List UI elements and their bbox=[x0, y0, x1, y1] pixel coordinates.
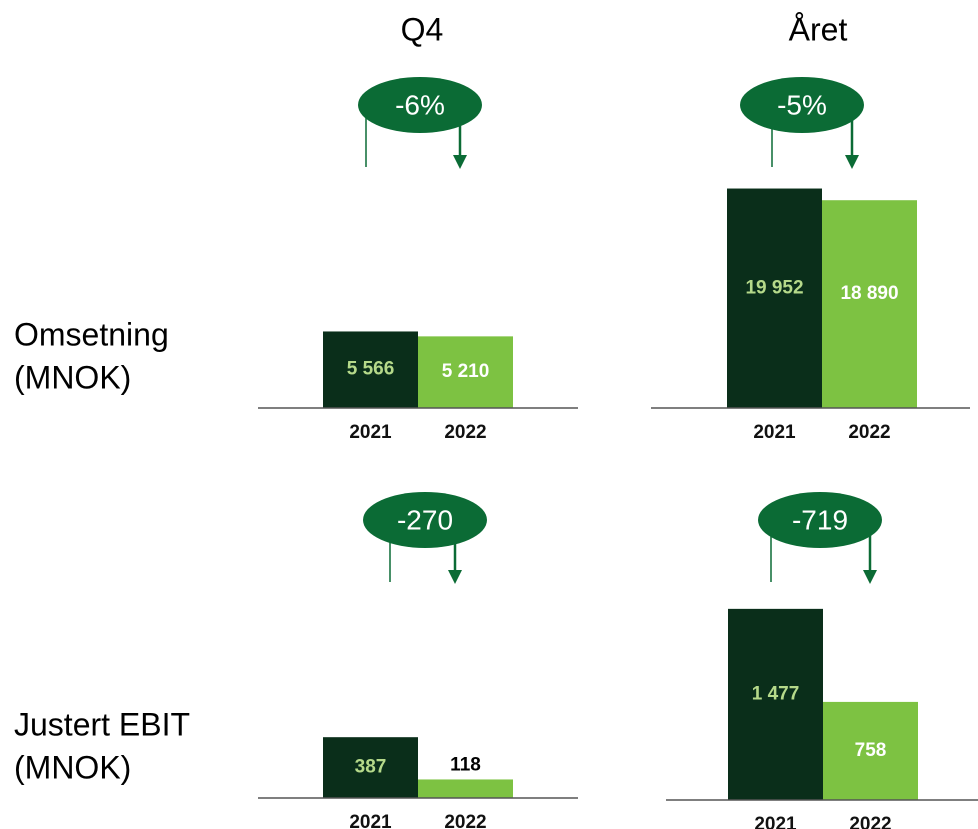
value-label: 5 566 bbox=[347, 359, 395, 380]
value-label: 758 bbox=[855, 740, 887, 761]
arrow-head bbox=[863, 570, 877, 584]
x-tick-label: 2022 bbox=[444, 422, 486, 443]
arrow-head bbox=[453, 155, 467, 169]
bar bbox=[728, 608, 823, 800]
x-tick-label: 2022 bbox=[848, 422, 890, 443]
row-unit: (MNOK) bbox=[14, 749, 131, 785]
bar bbox=[418, 779, 513, 798]
bar bbox=[822, 200, 917, 408]
change-label: -6% bbox=[395, 89, 445, 120]
x-tick-label: 2021 bbox=[349, 422, 392, 443]
x-tick-label: 2021 bbox=[753, 422, 796, 443]
row-label: Omsetning bbox=[14, 316, 169, 352]
arrow-head bbox=[448, 570, 462, 584]
bar bbox=[323, 737, 418, 798]
change-badge bbox=[363, 492, 487, 548]
change-label: -5% bbox=[777, 89, 827, 120]
x-tick-label: 2022 bbox=[849, 814, 891, 829]
column-header: Q4 bbox=[401, 11, 444, 47]
value-label: 19 952 bbox=[745, 277, 803, 298]
change-label: -270 bbox=[397, 504, 453, 535]
bar bbox=[418, 336, 513, 408]
change-badge bbox=[758, 492, 882, 548]
bar bbox=[823, 701, 918, 800]
change-badge bbox=[740, 77, 864, 133]
x-tick-label: 2022 bbox=[444, 812, 486, 829]
column-header: Året bbox=[789, 11, 848, 47]
row-unit: (MNOK) bbox=[14, 359, 131, 395]
value-label: 118 bbox=[450, 754, 481, 775]
change-label: -719 bbox=[792, 504, 848, 535]
x-tick-label: 2021 bbox=[349, 812, 392, 829]
arrow-head bbox=[845, 155, 859, 169]
change-badge bbox=[358, 77, 482, 133]
value-label: 387 bbox=[355, 757, 387, 778]
bar bbox=[727, 188, 822, 408]
value-label: 1 477 bbox=[752, 683, 800, 704]
value-label: 18 890 bbox=[840, 283, 898, 304]
row-label: Justert EBIT bbox=[14, 706, 190, 742]
value-label: 5 210 bbox=[442, 361, 490, 382]
bar bbox=[323, 331, 418, 408]
x-tick-label: 2021 bbox=[754, 814, 797, 829]
